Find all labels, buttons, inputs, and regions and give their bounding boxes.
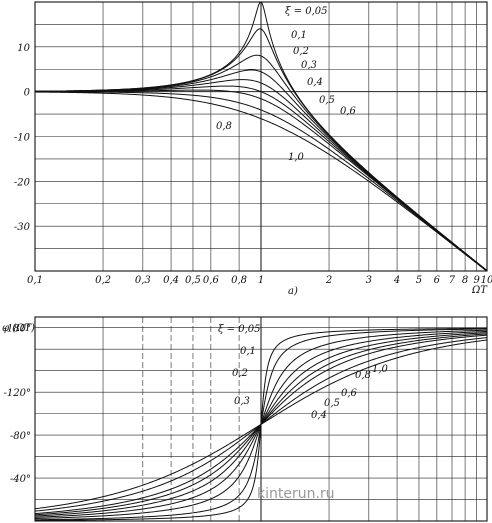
ph-curve-label-5: 0,5 xyxy=(324,398,340,409)
amp-x-tick-label-0: 0,1 xyxy=(27,275,43,286)
amp-x-tick-label-9: 3 xyxy=(366,275,372,286)
amp-curve-label-5: 0,5 xyxy=(319,95,335,106)
ph-curve-label-1: 0,1 xyxy=(240,346,256,357)
ph-y-tick-label-0: -180° xyxy=(4,324,31,335)
amp-x-tick-label-6: 0,8 xyxy=(231,275,247,286)
amp-y-tick-label-3: -20 xyxy=(14,177,31,188)
amp-curve-label-7: 0,8 xyxy=(216,121,232,132)
amp-x-tick-label-8: 2 xyxy=(325,275,332,286)
phase-y-tick-labels: -180° -120° -80° -40° xyxy=(4,324,31,485)
amp-curve-7 xyxy=(35,91,488,272)
amp-x-tick-label-10: 4 xyxy=(393,275,400,286)
amp-curve-8 xyxy=(34,91,488,272)
amp-curve-label-0: ξ = 0,05 xyxy=(285,6,328,17)
amplitude-chart: 0,10,20,30,40,50,60,812345678910 100-10-… xyxy=(14,1,492,297)
ph-curve-label-7: 0,8 xyxy=(355,370,371,381)
amp-curve-label-4: 0,4 xyxy=(307,77,323,88)
ph-curve-label-4: 0,4 xyxy=(311,410,327,421)
amp-x-tick-label-7: 1 xyxy=(258,275,264,286)
amp-curve-label-2: 0,2 xyxy=(293,46,309,57)
amplitude-x-tick-labels: 0,1 0,2 0,3 0,4 0,50,6 0,8 1 2 3 4 5 678910 xyxy=(27,275,492,286)
amp-x-tick-label-3: 0,4 xyxy=(163,275,179,286)
amp-x-tick-label-16: 10 xyxy=(481,275,492,286)
amp-x-tick-label-2: 0,3 xyxy=(135,275,151,286)
phase-curve-labels: ξ = 0,05 0,1 0,2 0,3 0,40,50,6 0,81,0 xyxy=(218,324,389,421)
amplitude-x-axis-title: ΩT xyxy=(471,285,488,296)
phase-y-axis-title: φ (ΩT) xyxy=(2,323,35,334)
amp-y-tick-label-2: -10 xyxy=(14,133,31,144)
amp-y-tick-label-1: 0 xyxy=(24,88,31,99)
phase-grid xyxy=(34,316,488,522)
amp-x-tick-label-1: 0,2 xyxy=(95,275,111,286)
amp-curve-label-3: 0,3 xyxy=(301,60,317,71)
ph-curve-label-3: 0,3 xyxy=(234,396,250,407)
amp-curve-label-1: 0,1 xyxy=(291,30,307,41)
ph-y-tick-label-3: -40° xyxy=(10,474,31,485)
amp-curve-6 xyxy=(35,89,488,272)
amp-x-tick-label-12: 6 xyxy=(434,275,441,286)
amp-y-tick-label-4: -30 xyxy=(14,222,31,233)
amplitude-curves xyxy=(34,1,488,272)
phase-curves xyxy=(34,327,488,521)
amp-x-tick-label-13: 7 xyxy=(449,275,456,286)
ph-frame xyxy=(34,316,488,522)
amplitude-caption: а) xyxy=(288,286,298,297)
ph-curve-8 xyxy=(34,339,488,510)
amp-x-tick-label-4: 0,5 xyxy=(185,275,201,286)
ph-y-tick-label-1: -120° xyxy=(4,388,31,399)
amp-y-tick-label-0: 10 xyxy=(17,43,30,54)
amplitude-y-tick-labels: 10 0 -10 -20 -30 xyxy=(14,43,31,233)
amp-x-tick-label-14: 8 xyxy=(462,275,468,286)
ph-curve-label-8: 1,0 xyxy=(372,364,389,375)
amp-x-tick-label-15: 9 xyxy=(473,275,480,286)
amplitude-grid xyxy=(34,1,488,272)
amp-curve-label-8: 1,0 xyxy=(288,152,305,163)
amplitude-curve-labels: ξ = 0,05 0,1 0,2 0,3 0,4 0,5 0,6 0,8 1,0 xyxy=(216,6,357,163)
ph-curve-label-0: ξ = 0,05 xyxy=(218,324,261,335)
watermark: kinterun.ru xyxy=(257,486,335,502)
amp-curve-label-6: 0,6 xyxy=(340,106,357,117)
ph-y-tick-label-2: -80° xyxy=(10,431,31,442)
amp-x-tick-label-5: 0,6 xyxy=(203,275,220,286)
phase-chart: -180°-120°-80°-40° ξ = 0,050,10,20,30,40… xyxy=(2,316,488,522)
ph-curve-label-2: 0,2 xyxy=(232,368,248,379)
ph-curve-label-6: 0,6 xyxy=(341,388,358,399)
amp-x-tick-label-11: 5 xyxy=(416,275,422,286)
